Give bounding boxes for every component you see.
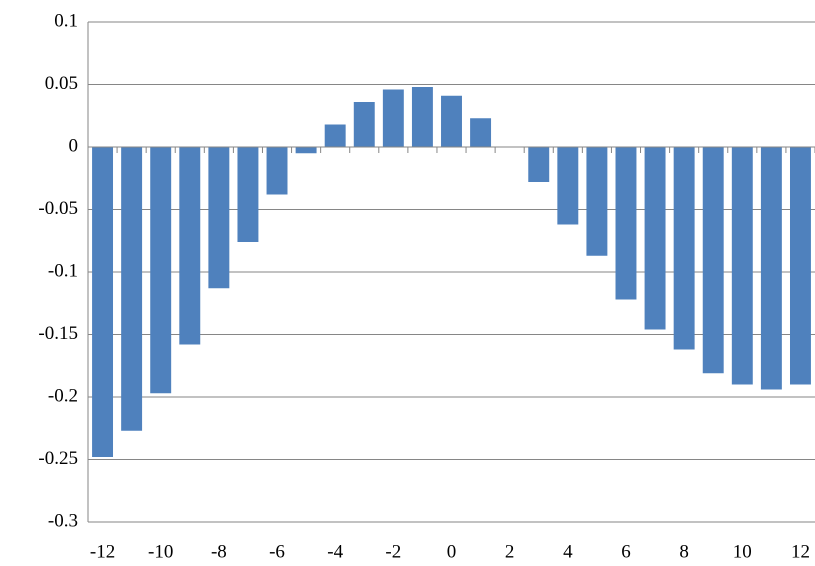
x-tick-label: 8: [679, 541, 689, 562]
bar: [382, 89, 404, 147]
bar: [324, 124, 346, 147]
bar: [528, 147, 550, 182]
bar: [92, 147, 114, 457]
x-tick-label: -12: [90, 541, 115, 562]
bar: [644, 147, 666, 330]
bar: [557, 147, 579, 225]
y-tick-label: -0.05: [38, 198, 78, 219]
bar: [266, 147, 288, 195]
x-tick-label: -8: [211, 541, 227, 562]
x-tick-label: -4: [327, 541, 343, 562]
bar: [615, 147, 637, 300]
x-tick-label: 4: [563, 541, 573, 562]
bar: [121, 147, 143, 431]
bar: [237, 147, 259, 242]
bar: [208, 147, 230, 289]
x-tick-label: -6: [269, 541, 285, 562]
y-tick-label: -0.3: [48, 510, 78, 531]
bar: [470, 118, 492, 147]
y-tick-label: -0.2: [48, 385, 78, 406]
x-tick-label: -2: [385, 541, 401, 562]
y-tick-label: -0.15: [38, 323, 78, 344]
x-tick-label: -10: [148, 541, 173, 562]
x-tick-label: 0: [447, 541, 457, 562]
bar: [789, 147, 811, 385]
bar: [760, 147, 782, 390]
x-tick-label: 10: [733, 541, 752, 562]
bar: [673, 147, 695, 350]
bar: [353, 102, 375, 147]
bar: [702, 147, 724, 374]
bar: [295, 147, 317, 154]
bar: [411, 87, 433, 147]
bar: [731, 147, 753, 385]
x-tick-label: 2: [505, 541, 515, 562]
y-tick-label: -0.25: [38, 448, 78, 469]
x-tick-label: 12: [791, 541, 810, 562]
y-tick-label: 0.1: [54, 10, 78, 31]
bar: [179, 147, 201, 345]
bar: [441, 95, 462, 147]
bar: [150, 147, 172, 394]
bar: [586, 147, 608, 256]
x-tick-label: 6: [621, 541, 631, 562]
y-tick-label: 0.05: [45, 73, 78, 94]
y-tick-label: 0: [69, 135, 79, 156]
y-tick-label: -0.1: [48, 260, 78, 281]
